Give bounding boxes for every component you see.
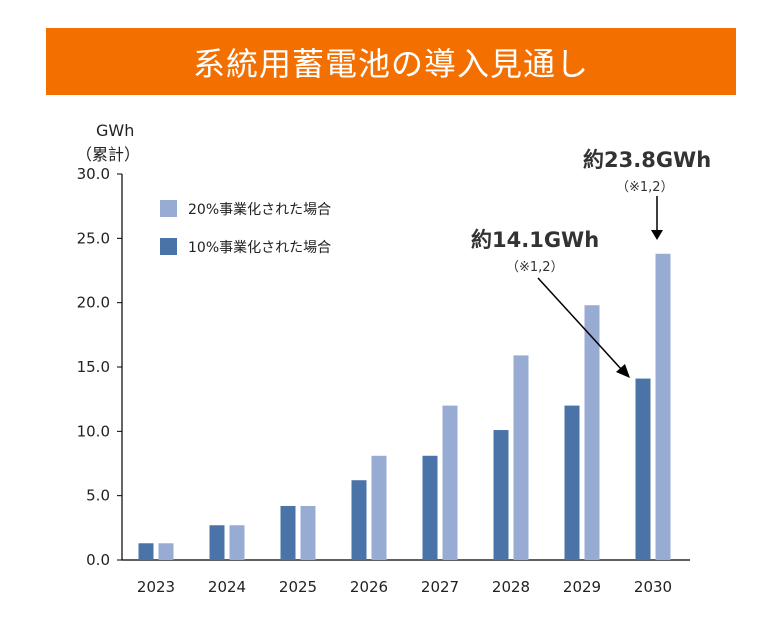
annotation-14-1: 約14.1GWh [471, 228, 599, 252]
y-tick-label: 30.0 [77, 165, 110, 183]
bar-20pct-2026 [371, 455, 387, 560]
x-tick-label: 2029 [563, 578, 601, 596]
bar-10pct-2026 [351, 480, 367, 560]
y-tick-labels: 0.0 5.0 10.0 15.0 20.0 25.0 30.0 [77, 165, 122, 569]
bar-20pct-2027 [442, 405, 458, 560]
annotation-14-1-arrowhead [616, 364, 630, 378]
bars [138, 253, 671, 561]
bar-20pct-2023 [158, 543, 174, 560]
annotation-23-8: 約23.8GWh [583, 148, 711, 172]
legend-label-10: 10%事業化された場合 [188, 240, 331, 256]
bar-20pct-2029 [584, 305, 600, 560]
x-tick-label: 2023 [137, 578, 175, 596]
bar-10pct-2028 [493, 430, 509, 560]
bar-10pct-2029 [564, 405, 580, 560]
x-tick-labels: 2023 2024 2025 2026 2027 2028 2029 2030 [137, 578, 672, 596]
bar-10pct-2025 [280, 505, 296, 560]
bar-10pct-2024 [209, 525, 225, 560]
x-tick-label: 2025 [279, 578, 317, 596]
bar-20pct-2025 [300, 505, 316, 560]
x-tick-label: 2030 [634, 578, 672, 596]
legend: 20%事業化された場合 10%事業化された場合 [160, 200, 331, 256]
y-axis [121, 174, 690, 561]
legend-label-20: 20%事業化された場合 [188, 202, 331, 218]
bar-20pct-2028 [513, 355, 529, 560]
y-unit-label: GWh [96, 121, 134, 140]
x-tick-label: 2024 [208, 578, 246, 596]
legend-swatch-20 [160, 200, 177, 217]
annotation-23-8-arrowhead [651, 230, 663, 240]
y-tick-label: 5.0 [86, 487, 110, 505]
annotation-23-8-note: （※1,2） [616, 180, 674, 195]
y-tick-label: 0.0 [86, 551, 110, 569]
bar-20pct-2030 [655, 253, 671, 561]
x-tick-label: 2026 [350, 578, 388, 596]
y-tick-label: 15.0 [77, 358, 110, 376]
bar-20pct-2024 [229, 525, 245, 560]
y-unit-sublabel: （累計） [76, 145, 140, 164]
x-tick-label: 2028 [492, 578, 530, 596]
bar-10pct-2027 [422, 455, 438, 560]
x-tick-label: 2027 [421, 578, 459, 596]
chart-title: 系統用蓄電池の導入見通し [192, 44, 589, 83]
title-banner: 系統用蓄電池の導入見通し [46, 28, 736, 95]
y-tick-label: 25.0 [77, 229, 110, 247]
y-tick-label: 10.0 [77, 422, 110, 440]
annotation-14-1-arrow [537, 277, 623, 371]
y-tick-label: 20.0 [77, 294, 110, 312]
bar-10pct-2030 [635, 378, 651, 560]
annotation-14-1-note: （※1,2） [506, 260, 564, 275]
legend-swatch-10 [160, 238, 177, 255]
bar-10pct-2023 [138, 543, 154, 560]
annotations: 約14.1GWh （※1,2） 約23.8GWh （※1,2） [471, 148, 711, 378]
